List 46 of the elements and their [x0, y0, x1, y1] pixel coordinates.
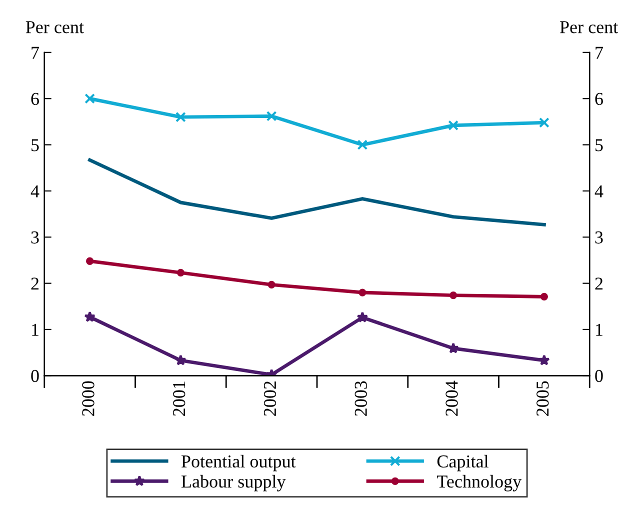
y-tick-label: 6 [31, 92, 39, 106]
point [538, 117, 550, 128]
point [84, 93, 96, 104]
point [266, 110, 277, 122]
y-tick-label: 7 [32, 46, 39, 59]
y2-tick-label: 3 [595, 231, 603, 244]
point [538, 354, 550, 366]
point [448, 342, 459, 354]
point [540, 292, 548, 301]
point [86, 257, 94, 265]
y2-tick-label: 0 [595, 370, 603, 382]
x-tick-label: 2003 [354, 381, 367, 416]
y-tick-label: 4 [30, 185, 40, 198]
x-tick-label: 2001 [173, 382, 186, 416]
point [357, 140, 368, 150]
point [268, 280, 276, 289]
x-tick-label: 2004 [446, 380, 458, 416]
y2-tick-label: 6 [595, 92, 603, 106]
legend-label: Labour supply [181, 474, 286, 492]
x-tick-label: 2005 [536, 381, 549, 416]
y-tick-label: 0 [31, 370, 39, 382]
x-tick-label: 2000 [82, 381, 94, 416]
point [358, 288, 366, 296]
legend-label: Technology [436, 474, 522, 492]
y2-tick-label: 5 [596, 139, 603, 152]
y-tick-label: 5 [32, 139, 39, 152]
y2-tick-label: 1 [596, 324, 602, 336]
legend-label: Potential output [181, 454, 296, 472]
y-tick-label: 3 [31, 231, 39, 244]
y-tick-label: 2 [31, 278, 39, 290]
x-tick-label: 2002 [264, 382, 276, 416]
point [175, 112, 186, 122]
y2-tick-label: 4 [594, 185, 604, 198]
legend-label: Capital [437, 454, 488, 472]
y2-tick-label: 2 [595, 278, 603, 290]
y2-axis-title: Per cent [560, 21, 618, 34]
point [356, 312, 368, 322]
point [175, 354, 186, 366]
point [448, 120, 459, 131]
point [176, 268, 185, 276]
y2-tick-label: 7 [596, 46, 603, 59]
line-series [88, 158, 546, 226]
point [84, 311, 96, 322]
point [449, 291, 458, 300]
y-tick-label: 1 [32, 324, 38, 336]
y-axis-title: Per cent [26, 21, 84, 34]
